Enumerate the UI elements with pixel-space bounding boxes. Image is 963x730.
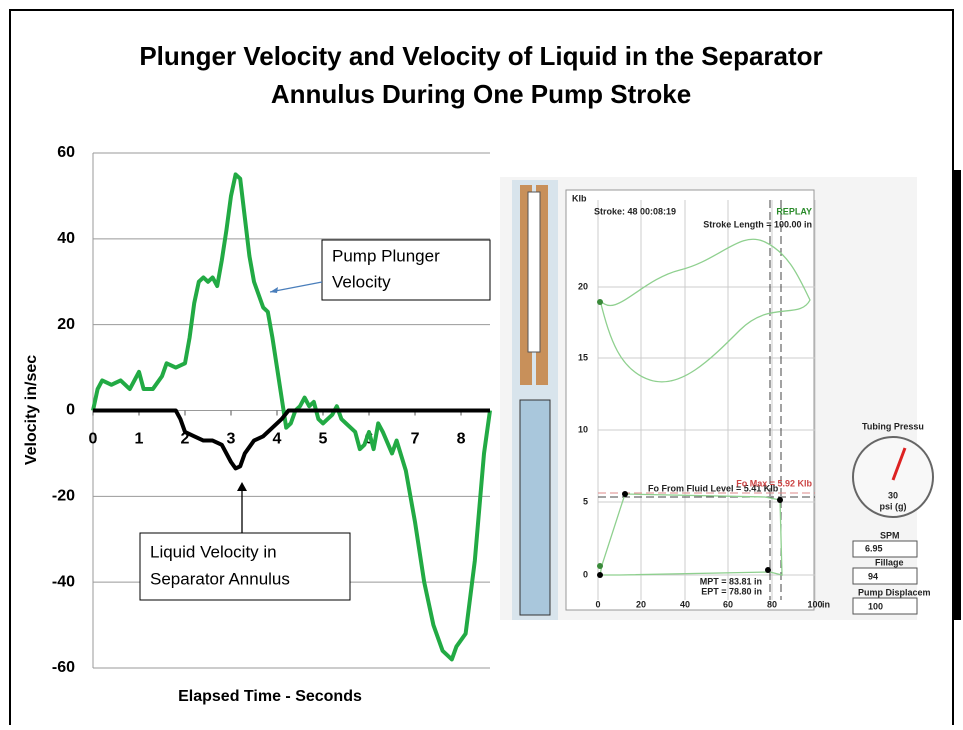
annotation-box xyxy=(139,532,351,601)
inset-text: Fo From Fluid Level = 5.41 Klb xyxy=(648,483,779,493)
inset-text: EPT = 78.80 in xyxy=(701,586,762,596)
title-line: Plunger Velocity and Velocity of Liquid … xyxy=(139,41,822,71)
inset-text: REPLAY xyxy=(776,206,812,216)
x-tick-label: 4 xyxy=(273,431,282,448)
card-panel xyxy=(565,189,815,611)
inset-tick: 80 xyxy=(767,599,777,609)
x-tick-label: 5 xyxy=(319,431,328,448)
annotation-arrow xyxy=(269,281,323,293)
inset-text: psi (g) xyxy=(880,501,907,511)
inset-text: SPM xyxy=(880,530,900,540)
surface-card xyxy=(599,238,811,383)
x-tick-label: 3 xyxy=(227,431,236,448)
annotation-text: Pump Plunger xyxy=(332,246,440,265)
annotation-text: Liquid Velocity in xyxy=(150,542,277,561)
inset-tick: 0 xyxy=(595,599,600,609)
inset-text: Fillage xyxy=(875,557,904,567)
inset-text: Klb xyxy=(572,193,587,203)
inset-tick: 100 xyxy=(807,599,822,609)
y-tick-label: 60 xyxy=(57,144,75,161)
inset-tick: 5 xyxy=(583,496,588,506)
inset-tick: in xyxy=(822,599,830,609)
annotation-text: Separator Annulus xyxy=(150,569,290,588)
inset-text: Tubing Pressu xyxy=(862,421,924,431)
title-line: Annulus During One Pump Stroke xyxy=(271,79,691,109)
y-tick-label: -60 xyxy=(52,659,75,676)
inset-tick: 10 xyxy=(578,424,588,434)
inset-text: Stroke Length = 100.00 in xyxy=(703,219,812,229)
x-tick-label: 1 xyxy=(135,431,144,448)
y-tick-label: -20 xyxy=(52,488,75,505)
plunger xyxy=(527,191,541,353)
inset-text: 30 xyxy=(888,490,898,500)
annotation-box xyxy=(321,239,491,301)
y-tick-label: 20 xyxy=(57,316,75,333)
inset-tick: 20 xyxy=(636,599,646,609)
annotation-text: Velocity xyxy=(332,272,391,291)
x-tick-label: 2 xyxy=(181,431,190,448)
inset-screenshot: Klb Stroke: 48 00:08:19 REPLAY Stroke Le… xyxy=(500,177,934,620)
x-axis-label: Elapsed Time - Seconds xyxy=(178,688,362,705)
value-box xyxy=(852,540,918,558)
y-tick-label: -40 xyxy=(52,573,75,590)
arrow-head xyxy=(237,482,247,491)
inset-tick: 40 xyxy=(680,599,690,609)
barrel xyxy=(519,399,551,616)
value-box xyxy=(852,567,918,585)
inset-text: Fo Max = 5.92 Klb xyxy=(736,478,812,488)
x-tick-label: 7 xyxy=(411,431,420,448)
arrow-head xyxy=(270,287,278,293)
series-line xyxy=(93,408,490,471)
inset-tick: 20 xyxy=(578,281,588,291)
x-tick-label: 0 xyxy=(89,431,98,448)
x-tick-label: 8 xyxy=(457,431,466,448)
inset-text: 6.95 xyxy=(865,543,883,553)
inset-tick: 60 xyxy=(723,599,733,609)
inset-tick: 15 xyxy=(578,352,588,362)
y-tick-label: 0 xyxy=(66,402,75,419)
inset-text: 100 xyxy=(868,601,883,611)
inset-text: Pump Displacem xyxy=(858,587,931,597)
series-line xyxy=(91,172,492,662)
side-bar xyxy=(953,170,961,620)
inset-tick: 0 xyxy=(583,569,588,579)
value-box xyxy=(852,597,918,615)
inset-text: MPT = 83.81 in xyxy=(700,576,762,586)
annotation: Pump Plunger Velocity Liquid Velocity in… xyxy=(139,239,491,601)
gauge-needle xyxy=(891,447,907,481)
inset-text: 94 xyxy=(868,571,878,581)
y-axis-label: Velocity in/sec xyxy=(23,355,40,465)
inset-text: Stroke: 48 00:08:19 xyxy=(594,206,676,216)
y-tick-label: 40 xyxy=(57,230,75,247)
